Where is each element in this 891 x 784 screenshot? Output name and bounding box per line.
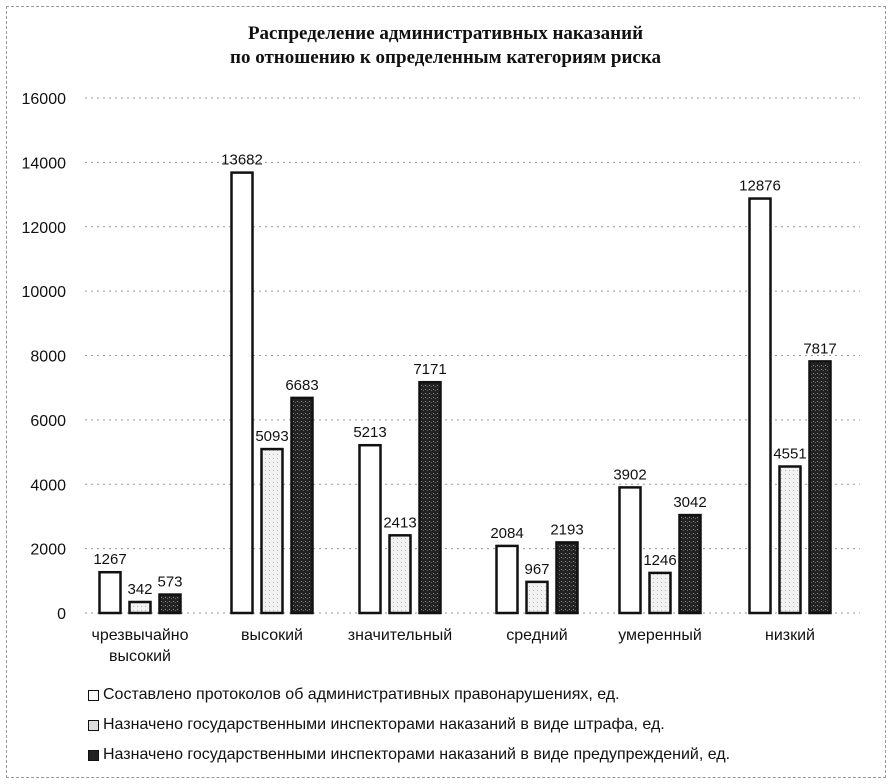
x-tick-label: умеренный	[618, 627, 702, 644]
legend-item: Назначено государственными инспекторами …	[88, 740, 730, 770]
data-label: 12876	[739, 178, 781, 195]
legend-label: Составлено протоколов об административны…	[103, 686, 620, 703]
bar-1	[358, 443, 382, 615]
bar-3	[418, 380, 442, 615]
y-tick-label: 2000	[30, 542, 66, 559]
bar-1	[618, 486, 642, 615]
bar-2	[128, 600, 152, 615]
y-tick-label: 14000	[22, 155, 67, 172]
data-label: 4551	[773, 446, 806, 463]
x-tick-label: высокий	[241, 627, 303, 644]
legend: Составлено протоколов об административны…	[88, 680, 730, 770]
data-label: 1246	[643, 552, 676, 569]
bar-2	[525, 580, 549, 615]
data-label: 3042	[673, 494, 706, 511]
data-label: 2413	[383, 514, 416, 531]
data-label: 7817	[803, 340, 836, 357]
data-label: 13682	[221, 152, 263, 169]
title-line-1: Распределение административных наказаний	[247, 23, 644, 44]
bar-3	[808, 360, 832, 615]
x-tick-label: чрезвычайно	[91, 627, 188, 644]
data-label: 5213	[353, 424, 386, 441]
bar-1	[748, 197, 772, 615]
bar-3	[290, 396, 314, 615]
bar-1	[495, 544, 519, 615]
data-label: 7171	[413, 361, 446, 378]
data-label: 2193	[550, 521, 583, 538]
y-tick-label: 4000	[30, 477, 66, 494]
legend-label: Назначено государственными инспекторами …	[103, 746, 731, 763]
x-tick-label: высокий	[109, 648, 171, 665]
data-label: 3902	[613, 466, 646, 483]
y-tick-label: 16000	[22, 91, 67, 108]
y-tick-label: 6000	[30, 413, 66, 430]
bar-2	[648, 571, 672, 615]
x-tick-label: низкий	[765, 627, 815, 644]
y-tick-label: 10000	[22, 284, 67, 301]
data-label: 2084	[490, 525, 523, 542]
title-line-2: по отношению к определенным категориям р…	[230, 47, 661, 68]
x-tick-label: значительный	[348, 627, 452, 644]
legend-swatch	[88, 749, 99, 761]
legend-swatch	[88, 689, 99, 701]
bar-3	[158, 593, 182, 615]
data-label: 967	[524, 561, 549, 578]
data-label: 6683	[285, 377, 318, 394]
bar-1	[230, 171, 254, 615]
y-tick-label: 12000	[22, 220, 67, 237]
y-tick-label: 0	[57, 606, 66, 623]
data-label: 1267	[93, 551, 126, 568]
legend-swatch	[88, 719, 99, 731]
bar-2	[260, 447, 284, 615]
legend-label: Назначено государственными инспекторами …	[103, 716, 665, 733]
bar-2	[388, 534, 412, 615]
data-label: 573	[157, 574, 182, 591]
bar-3	[555, 541, 579, 615]
bar-2	[778, 465, 802, 615]
legend-item: Составлено протоколов об административны…	[88, 680, 730, 710]
data-label: 342	[127, 581, 152, 598]
legend-item: Назначено государственными инспекторами …	[88, 710, 730, 740]
x-tick-label: средний	[506, 627, 568, 644]
chart-title: Распределение административных наказаний…	[0, 22, 891, 70]
bar-3	[678, 513, 702, 615]
bar-1	[98, 570, 122, 615]
y-tick-label: 8000	[30, 349, 66, 366]
chart-frame	[6, 6, 886, 778]
data-label: 5093	[255, 428, 288, 445]
